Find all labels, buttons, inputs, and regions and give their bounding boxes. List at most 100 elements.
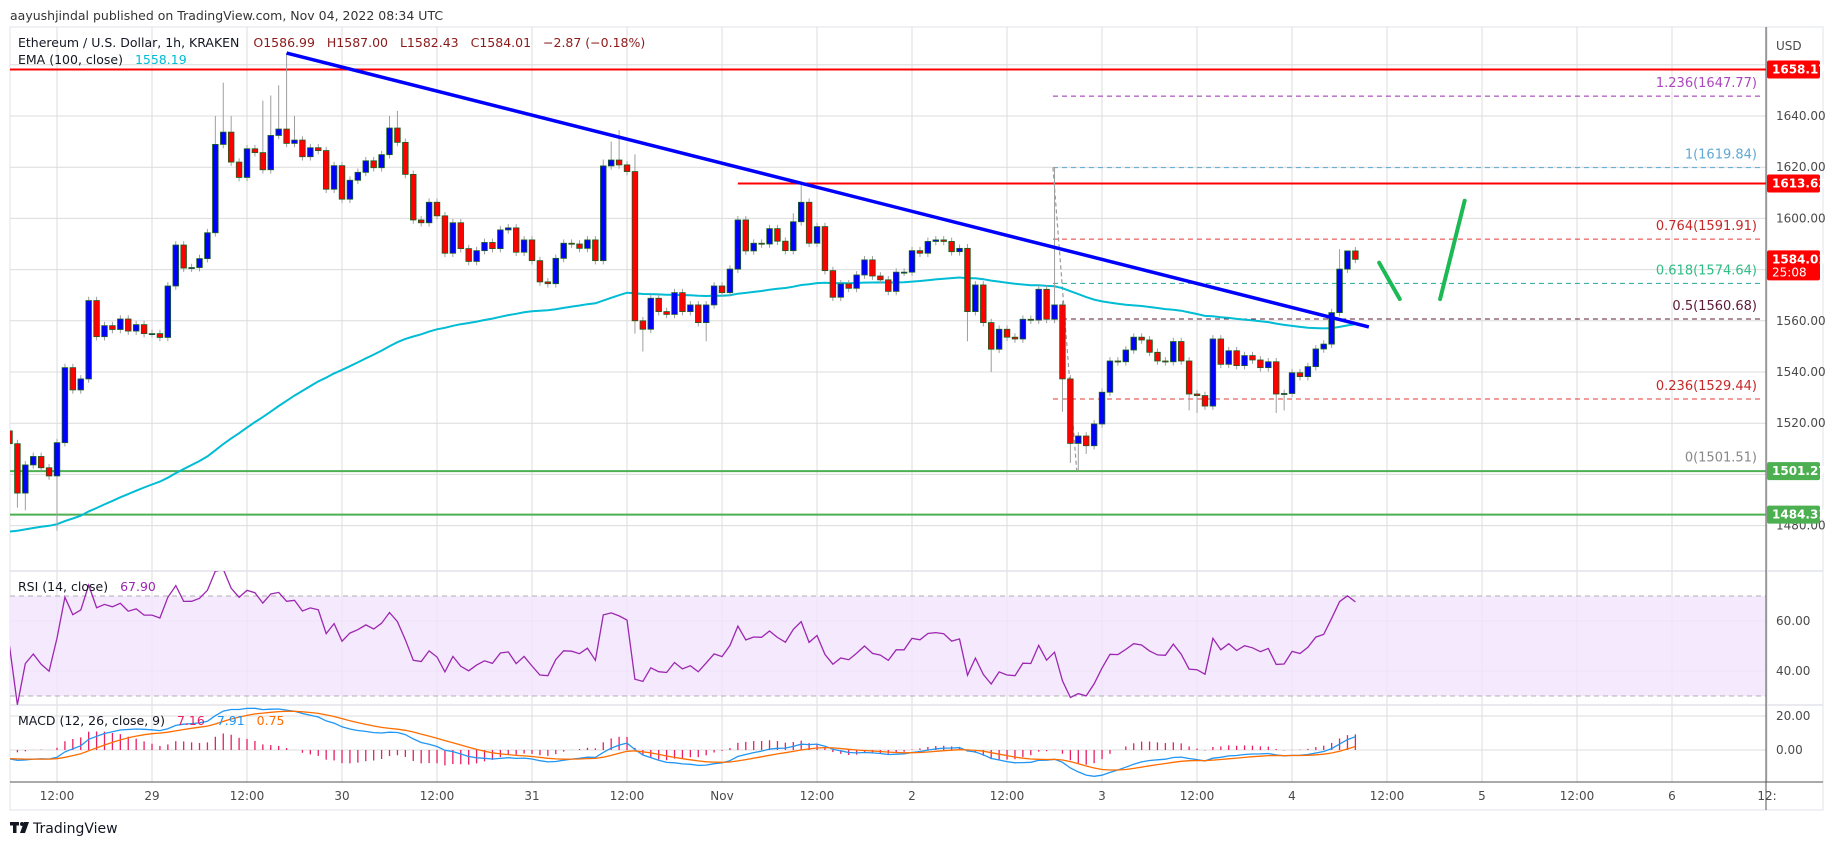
candle[interactable] xyxy=(1217,335,1225,369)
candle[interactable] xyxy=(1257,356,1264,372)
candle[interactable] xyxy=(647,294,654,334)
candle[interactable] xyxy=(600,159,607,265)
candle[interactable] xyxy=(346,176,354,204)
macd-line[interactable] xyxy=(10,707,1356,777)
candle[interactable] xyxy=(354,168,362,185)
candle[interactable] xyxy=(315,143,322,155)
candle[interactable] xyxy=(1154,348,1161,365)
candle[interactable] xyxy=(1059,301,1066,412)
candle[interactable] xyxy=(275,85,282,140)
candle[interactable] xyxy=(679,288,686,316)
candle[interactable] xyxy=(1098,388,1106,428)
candle[interactable] xyxy=(1344,250,1351,273)
macd-signal-line[interactable] xyxy=(10,710,1356,771)
candle[interactable] xyxy=(307,143,314,161)
candle[interactable] xyxy=(425,198,433,227)
candle[interactable] xyxy=(1265,357,1272,372)
candle[interactable] xyxy=(497,226,504,253)
candle[interactable] xyxy=(1051,167,1058,324)
candle[interactable] xyxy=(576,240,583,253)
candle[interactable] xyxy=(528,236,536,265)
candle[interactable] xyxy=(520,236,528,257)
candle[interactable] xyxy=(663,307,670,319)
candle[interactable] xyxy=(639,316,647,352)
candle[interactable] xyxy=(584,236,591,253)
candle[interactable] xyxy=(1312,345,1320,371)
candle[interactable] xyxy=(1138,333,1145,344)
candle[interactable] xyxy=(568,239,575,248)
candle[interactable] xyxy=(473,246,480,266)
candle[interactable] xyxy=(710,282,718,309)
candle[interactable] xyxy=(85,296,92,383)
candle[interactable] xyxy=(1035,285,1042,324)
candle[interactable] xyxy=(481,238,488,255)
candle[interactable] xyxy=(877,272,884,284)
candle[interactable] xyxy=(940,236,947,246)
candle[interactable] xyxy=(948,237,955,256)
candle[interactable] xyxy=(726,265,734,297)
candle[interactable] xyxy=(53,438,61,531)
rsi-line[interactable] xyxy=(10,569,1356,705)
candle[interactable] xyxy=(148,329,156,338)
candle[interactable] xyxy=(291,116,298,148)
candle[interactable] xyxy=(259,100,267,174)
candle[interactable] xyxy=(1122,346,1129,366)
candle[interactable] xyxy=(267,95,274,174)
candle[interactable] xyxy=(1241,351,1248,370)
candle[interactable] xyxy=(560,239,567,263)
candle[interactable] xyxy=(1225,346,1232,369)
candle[interactable] xyxy=(164,282,172,342)
candle[interactable] xyxy=(893,268,900,296)
candle[interactable] xyxy=(1296,368,1304,381)
candle[interactable] xyxy=(544,278,552,288)
candle[interactable] xyxy=(61,363,69,447)
candle[interactable] xyxy=(299,136,306,161)
candle[interactable] xyxy=(932,236,939,246)
candle[interactable] xyxy=(410,170,417,224)
candle[interactable] xyxy=(1288,368,1296,398)
candle[interactable] xyxy=(1336,249,1343,317)
candle[interactable] xyxy=(362,156,369,177)
candle[interactable] xyxy=(1114,357,1122,366)
candle[interactable] xyxy=(235,158,243,182)
candle[interactable] xyxy=(980,281,987,327)
candle[interactable] xyxy=(702,301,710,342)
candle[interactable] xyxy=(512,224,520,257)
candle[interactable] xyxy=(433,198,441,220)
candle[interactable] xyxy=(1027,315,1034,324)
candle[interactable] xyxy=(101,321,108,341)
candle[interactable] xyxy=(1162,357,1169,366)
candle[interactable] xyxy=(378,150,385,172)
candle[interactable] xyxy=(687,301,694,316)
candle[interactable] xyxy=(631,154,639,334)
candle[interactable] xyxy=(552,254,559,288)
candle[interactable] xyxy=(1201,391,1209,410)
candle[interactable] xyxy=(742,216,749,255)
candle[interactable] xyxy=(1193,390,1201,413)
candle[interactable] xyxy=(30,452,37,469)
price-pane[interactable]: 1.236(1647.77) 1(1619.84) 0.764(1591.91) 0.… xyxy=(7,51,1766,533)
candle[interactable] xyxy=(93,296,100,341)
projection-stroke[interactable] xyxy=(1377,260,1402,302)
candle[interactable] xyxy=(1233,346,1240,370)
candle[interactable] xyxy=(1090,420,1098,450)
candle[interactable] xyxy=(188,263,195,272)
candle[interactable] xyxy=(734,216,742,273)
candle[interactable] xyxy=(1083,432,1090,454)
candle[interactable] xyxy=(1209,335,1217,410)
candle[interactable] xyxy=(1067,375,1074,463)
candle[interactable] xyxy=(592,236,599,265)
candle[interactable] xyxy=(813,222,821,248)
candle[interactable] xyxy=(394,110,401,147)
rsi-pane[interactable] xyxy=(10,569,1356,705)
candle[interactable] xyxy=(338,161,346,204)
candle[interactable] xyxy=(821,222,829,275)
candle[interactable] xyxy=(14,439,21,508)
candle[interactable] xyxy=(117,315,124,334)
candle[interactable] xyxy=(441,212,449,258)
candle[interactable] xyxy=(283,53,290,148)
candle[interactable] xyxy=(845,280,852,293)
candle[interactable] xyxy=(457,218,464,253)
candle[interactable] xyxy=(766,224,773,248)
